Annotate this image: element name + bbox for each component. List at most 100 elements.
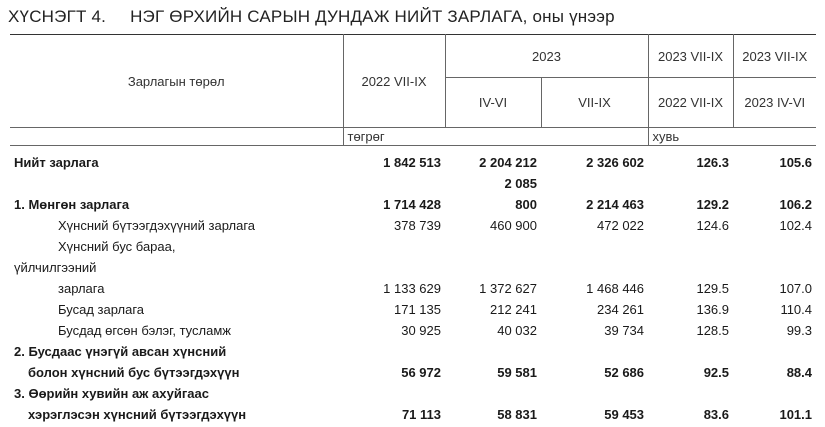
value-2023-q3: 52 686 bbox=[604, 365, 645, 380]
header-ratio2-top: 2023 VII-IX bbox=[732, 34, 817, 78]
ratio-qoq: 88.4 bbox=[786, 365, 813, 380]
ratio-qoq: 107.0 bbox=[779, 281, 813, 296]
table-row: Хүнсний бүтээгдэхүүний зарлага 378 739 460… bbox=[10, 215, 816, 236]
row-label: Бусад зарлага bbox=[58, 302, 145, 317]
value-2022-q3: 171 135 bbox=[394, 302, 441, 317]
value-2023-q2 bbox=[445, 236, 541, 257]
ratio-yoy: 92.5 bbox=[703, 365, 730, 380]
ratio-qoq: 106.2 bbox=[779, 197, 813, 212]
value-2023-q2 bbox=[445, 257, 541, 278]
table-row: Нийт зарлага 1 842 513 2 204 212 2 326 602 1… bbox=[10, 152, 816, 173]
value-2022-q3: 30 925 bbox=[401, 323, 441, 338]
row-label: Хүнсний бүтээгдэхүүний зарлага bbox=[58, 218, 255, 233]
value-2022-q3: 71 113 bbox=[401, 407, 441, 422]
ratio-qoq: 105.6 bbox=[779, 155, 813, 170]
ratio-qoq: 101.1 bbox=[779, 407, 813, 422]
row-label: үйлчилгээний bbox=[14, 260, 97, 275]
row-label: хэрэглэсэн хүнсний бүтээгдэхүүн bbox=[28, 407, 247, 422]
value-2023-q3 bbox=[541, 383, 648, 404]
ratio-yoy bbox=[648, 257, 733, 278]
ratio-yoy: 128.5 bbox=[696, 323, 730, 338]
table-body: Нийт зарлага 1 842 513 2 204 212 2 326 602 1… bbox=[10, 146, 816, 426]
ratio-qoq bbox=[733, 341, 816, 362]
table-title: ХҮСНЭГТ 4. НЭГ ӨРХИЙН САРЫН ДУНДАЖ НИЙТ З… bbox=[8, 7, 615, 27]
value-2022-q3: 378 739 bbox=[394, 218, 441, 233]
ratio-yoy: 124.6 bbox=[696, 218, 730, 233]
row-label bbox=[10, 173, 343, 194]
header-ratio1-bottom: 2022 VII-IX bbox=[647, 77, 734, 128]
ratio-yoy: 83.6 bbox=[703, 407, 730, 422]
value-2023-q2: 1 372 627 bbox=[479, 281, 537, 296]
value-2022-q3 bbox=[343, 236, 445, 257]
table-row: 2. Бусдаас үнэгүй авсан хүнсний bbox=[10, 341, 816, 362]
row-label: 2. Бусдаас үнэгүй авсан хүнсний bbox=[14, 344, 227, 359]
row-label: Хүнсний бус бараа, bbox=[58, 239, 176, 254]
ratio-yoy: 129.5 bbox=[696, 281, 730, 296]
header-2023-q2: IV-VI bbox=[444, 77, 541, 128]
table-number: ХҮСНЭГТ 4. bbox=[8, 7, 107, 26]
value-2023-q2: 40 032 bbox=[497, 323, 537, 338]
header-2023-group: 2023 bbox=[444, 34, 649, 78]
value-2022-q3 bbox=[343, 383, 445, 404]
ratio-yoy bbox=[648, 173, 733, 194]
ratio-qoq: 99.3 bbox=[786, 323, 813, 338]
row-label: 1. Мөнгөн зарлага bbox=[14, 197, 130, 212]
value-2023-q2: 58 831 bbox=[497, 407, 537, 422]
value-2023-q3: 234 261 bbox=[597, 302, 645, 317]
ratio-yoy: 126.3 bbox=[696, 155, 730, 170]
table-row: зарлага 1 133 629 1 372 627 1 468 446 129.5 1… bbox=[10, 278, 816, 299]
ratio-qoq bbox=[733, 383, 816, 404]
value-2023-q2 bbox=[445, 341, 541, 362]
table-row: Бусад зарлага 171 135 212 241 234 261 136.9 1… bbox=[10, 299, 816, 320]
ratio-qoq bbox=[733, 257, 816, 278]
value-2022-q3: 1 714 428 bbox=[383, 197, 441, 212]
value-2022-q3 bbox=[343, 173, 445, 194]
value-2023-q2: 212 241 bbox=[490, 302, 537, 317]
value-2023-q2: 2 204 212 bbox=[479, 155, 537, 170]
table-row: Хүнсний бус бараа, bbox=[10, 236, 816, 257]
unit-tugrik: төгрөг bbox=[342, 127, 649, 146]
unit-blank bbox=[10, 128, 343, 146]
value-2023-q3: 472 022 bbox=[597, 218, 645, 233]
value-2023-q2: 2 085 bbox=[504, 176, 537, 191]
value-2023-q2: 460 900 bbox=[490, 218, 537, 233]
row-label: болон хүнсний бус бүтээгдэхүүн bbox=[28, 365, 240, 380]
ratio-qoq bbox=[733, 236, 816, 257]
unit-percent: хувь bbox=[647, 127, 817, 146]
value-2023-q2 bbox=[445, 383, 541, 404]
header-ratio2-bottom: 2023 IV-VI bbox=[732, 77, 817, 128]
ratio-yoy bbox=[648, 236, 733, 257]
value-2022-q3: 1 842 513 bbox=[383, 155, 441, 170]
value-2022-q3 bbox=[343, 341, 445, 362]
value-2023-q3 bbox=[541, 236, 648, 257]
table-row: 2 085 bbox=[10, 173, 816, 194]
table-row: 3. Өөрийн хувийн аж ахуйгаас bbox=[10, 383, 816, 404]
value-2023-q3: 2 326 602 bbox=[586, 155, 645, 170]
value-2023-q3: 2 214 463 bbox=[586, 197, 645, 212]
ratio-yoy bbox=[648, 341, 733, 362]
value-2023-q3 bbox=[541, 173, 648, 194]
value-2022-q3: 1 133 629 bbox=[383, 281, 441, 296]
ratio-qoq: 110.4 bbox=[780, 302, 813, 317]
table-row: Бусдад өгсөн бэлэг, тусламж 30 925 40 032 3… bbox=[10, 320, 816, 341]
ratio-yoy bbox=[648, 383, 733, 404]
header-2023-q3: VII-IX bbox=[540, 77, 649, 128]
value-2023-q3 bbox=[541, 341, 648, 362]
ratio-yoy: 136.9 bbox=[696, 302, 730, 317]
table-row: үйлчилгээний bbox=[10, 257, 816, 278]
value-2022-q3 bbox=[343, 257, 445, 278]
value-2022-q3: 56 972 bbox=[401, 365, 441, 380]
value-2023-q3: 59 453 bbox=[604, 407, 645, 422]
ratio-qoq: 102.4 bbox=[779, 218, 813, 233]
ratio-qoq bbox=[733, 173, 816, 194]
table-row: хэрэглэсэн хүнсний бүтээгдэхүүн 71 113 58 … bbox=[10, 404, 816, 425]
value-2023-q2: 59 581 bbox=[497, 365, 537, 380]
row-label: Нийт зарлага bbox=[14, 155, 99, 170]
table-row: болон хүнсний бус бүтээгдэхүүн 56 972 59 5… bbox=[10, 362, 816, 383]
row-label: 3. Өөрийн хувийн аж ахуйгаас bbox=[14, 386, 209, 401]
row-label: Бусдад өгсөн бэлэг, тусламж bbox=[58, 323, 231, 338]
table-title-text: НЭГ ӨРХИЙН САРЫН ДУНДАЖ НИЙТ ЗАРЛАГА, он… bbox=[130, 7, 615, 26]
row-label: зарлага bbox=[58, 281, 105, 296]
header-2022-q3: 2022 VII-IX bbox=[342, 34, 445, 128]
